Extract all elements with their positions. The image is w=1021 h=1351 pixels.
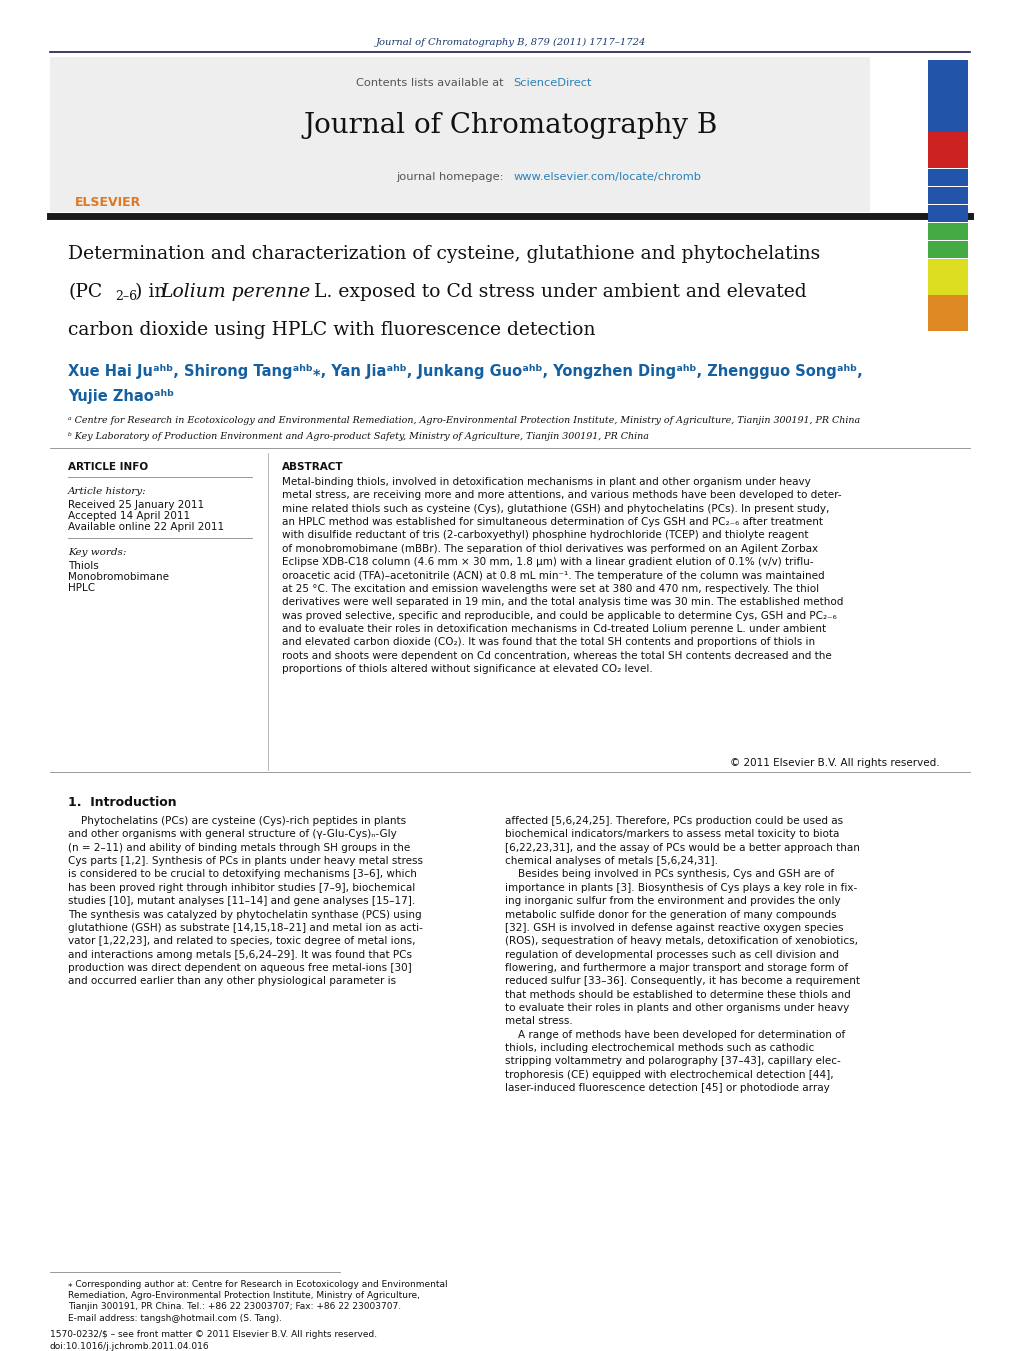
Text: Accepted 14 April 2011: Accepted 14 April 2011 xyxy=(68,511,190,521)
Text: ScienceDirect: ScienceDirect xyxy=(514,78,592,88)
Text: Thiols: Thiols xyxy=(68,561,99,571)
Text: Contents lists available at: Contents lists available at xyxy=(356,78,507,88)
Text: www.elsevier.com/locate/chromb: www.elsevier.com/locate/chromb xyxy=(514,172,701,182)
Text: ) in: ) in xyxy=(135,282,173,301)
Text: ⁎ Corresponding author at: Centre for Research in Ecotoxicology and Environmenta: ⁎ Corresponding author at: Centre for Re… xyxy=(68,1279,447,1312)
Text: ᵇ Key Laboratory of Production Environment and Agro-product Safety, Ministry of : ᵇ Key Laboratory of Production Environme… xyxy=(68,432,649,440)
Text: Article history:: Article history: xyxy=(68,486,147,496)
Text: HPLC: HPLC xyxy=(68,584,95,593)
Text: Journal of Chromatography B, 879 (2011) 1717–1724: Journal of Chromatography B, 879 (2011) … xyxy=(376,38,645,47)
Text: Received 25 January 2011: Received 25 January 2011 xyxy=(68,500,204,509)
Text: Monobromobimane: Monobromobimane xyxy=(68,571,169,582)
Text: 1.  Introduction: 1. Introduction xyxy=(68,796,177,809)
Text: ABSTRACT: ABSTRACT xyxy=(282,462,344,471)
Text: Key words:: Key words: xyxy=(68,549,127,557)
Text: Determination and characterization of cysteine, glutathione and phytochelatins: Determination and characterization of cy… xyxy=(68,245,820,263)
Text: Xue Hai Juᵃʰᵇ, Shirong Tangᵃʰᵇ⁎, Yan Jiaᵃʰᵇ, Junkang Guoᵃʰᵇ, Yongzhen Dingᵃʰᵇ, Z: Xue Hai Juᵃʰᵇ, Shirong Tangᵃʰᵇ⁎, Yan Jia… xyxy=(68,363,863,380)
Text: journal homepage:: journal homepage: xyxy=(396,172,507,182)
Text: L. exposed to Cd stress under ambient and elevated: L. exposed to Cd stress under ambient an… xyxy=(308,282,807,301)
Text: Yujie Zhaoᵃʰᵇ: Yujie Zhaoᵃʰᵇ xyxy=(68,389,175,404)
Text: ARTICLE INFO: ARTICLE INFO xyxy=(68,462,148,471)
Text: Available online 22 April 2011: Available online 22 April 2011 xyxy=(68,521,225,532)
Text: affected [5,6,24,25]. Therefore, PCs production could be used as
biochemical ind: affected [5,6,24,25]. Therefore, PCs pro… xyxy=(505,816,860,1093)
Text: © 2011 Elsevier B.V. All rights reserved.: © 2011 Elsevier B.V. All rights reserved… xyxy=(730,758,940,767)
Text: doi:10.1016/j.jchromb.2011.04.016: doi:10.1016/j.jchromb.2011.04.016 xyxy=(50,1342,209,1351)
Text: E-mail address: tangsh@hotmail.com (S. Tang).: E-mail address: tangsh@hotmail.com (S. T… xyxy=(68,1315,282,1323)
Text: Journal of Chromatography B: Journal of Chromatography B xyxy=(303,112,718,139)
Text: ELSEVIER: ELSEVIER xyxy=(75,196,141,209)
Text: 2–6: 2–6 xyxy=(115,289,137,303)
Text: 1570-0232/$ – see front matter © 2011 Elsevier B.V. All rights reserved.: 1570-0232/$ – see front matter © 2011 El… xyxy=(50,1329,377,1339)
Text: Metal-binding thiols, involved in detoxification mechanisms in plant and other o: Metal-binding thiols, involved in detoxi… xyxy=(282,477,843,674)
Text: Phytochelatins (PCs) are cysteine (Cys)-rich peptides in plants
and other organi: Phytochelatins (PCs) are cysteine (Cys)-… xyxy=(68,816,423,986)
Text: ᵃ Centre for Research in Ecotoxicology and Environmental Remediation, Agro-Envir: ᵃ Centre for Research in Ecotoxicology a… xyxy=(68,416,860,426)
Text: (PC: (PC xyxy=(68,282,102,301)
Text: carbon dioxide using HPLC with fluorescence detection: carbon dioxide using HPLC with fluoresce… xyxy=(68,322,595,339)
Text: Lolium perenne: Lolium perenne xyxy=(160,282,310,301)
